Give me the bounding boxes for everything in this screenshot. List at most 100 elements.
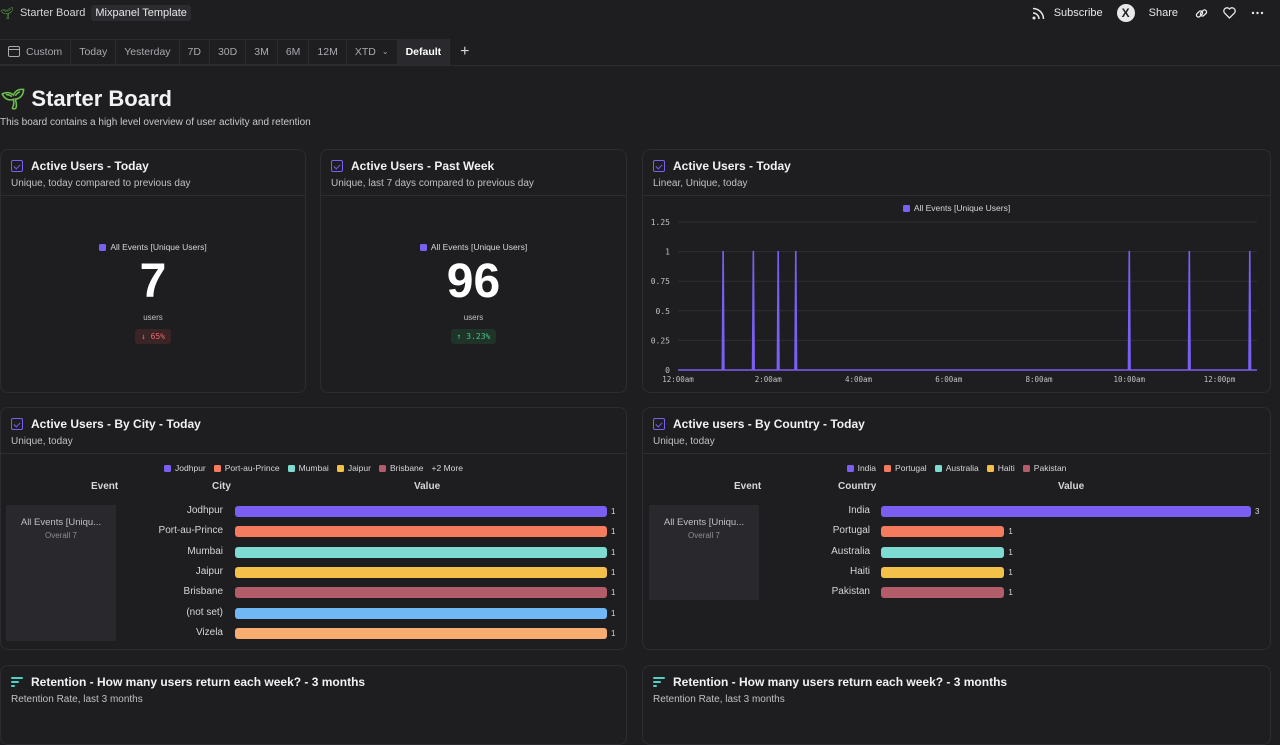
legend-item[interactable]: Port-au-Prince	[213, 463, 280, 473]
avatar[interactable]: X	[1116, 4, 1135, 22]
share-button[interactable]: Share	[1145, 7, 1182, 19]
bar[interactable]	[881, 566, 1005, 578]
template-tag: Mixpanel Template	[91, 5, 191, 21]
column-header-country: Country	[838, 481, 877, 492]
share-label: Share	[1148, 7, 1178, 19]
y-tick-label: 0.75	[651, 277, 670, 286]
legend-swatch	[99, 244, 107, 252]
range-today[interactable]: Today	[71, 38, 117, 65]
legend-item[interactable]: Mumbai	[287, 463, 329, 473]
legend-swatch	[213, 465, 221, 473]
range-yesterday[interactable]: Yesterday	[116, 38, 180, 65]
subscribe-button[interactable]: Subscribe	[1026, 4, 1107, 22]
metric-legend: All Events [Unique Users]	[1, 242, 305, 252]
bar[interactable]	[235, 506, 607, 517]
bar[interactable]	[881, 506, 1251, 517]
bar[interactable]	[235, 566, 607, 578]
row-label: Mumbai	[187, 545, 223, 557]
bar[interactable]	[235, 627, 607, 639]
range-default[interactable]: Default	[397, 38, 451, 65]
legend-item[interactable]: Jaipur	[336, 463, 371, 473]
x-tick-label: 8:00am	[1025, 375, 1053, 384]
legend-item[interactable]: Portugal	[884, 463, 927, 473]
bar[interactable]	[881, 526, 1005, 538]
add-filter-icon[interactable]: +	[460, 42, 470, 60]
card-title[interactable]: Active Users - Today	[31, 159, 149, 173]
chart-legend: India Portugal Australia Haiti Pakistan	[643, 463, 1270, 473]
legend-item[interactable]: Pakistan	[1022, 463, 1066, 473]
bar[interactable]	[881, 546, 1005, 558]
card-subtitle: Retention Rate, last 3 months	[653, 694, 785, 705]
event-cell[interactable]: All Events [Uniqu... Overall 7	[6, 505, 116, 641]
range-3m[interactable]: 3M	[246, 38, 278, 65]
board-description: This board contains a high level overvie…	[0, 117, 311, 128]
link-icon[interactable]	[1192, 4, 1210, 22]
metric-block: All Events [Unique Users] 96 users ↑ 3.2…	[321, 242, 626, 344]
metric-value: 96	[446, 255, 501, 308]
legend-swatch	[419, 244, 427, 252]
card-title[interactable]: Retention - How many users return each w…	[673, 675, 1008, 689]
event-name: All Events [Uniqu...	[20, 517, 102, 528]
legend-item[interactable]: India	[846, 463, 876, 473]
card-active-users-by-country[interactable]: Active users - By Country - Today Unique…	[642, 407, 1271, 650]
row-label: (not set)	[186, 606, 223, 618]
legend-item[interactable]: Haiti	[986, 463, 1015, 473]
bar[interactable]	[235, 587, 607, 599]
bar-value: 1	[611, 608, 616, 618]
legend-item[interactable]: Brisbane	[378, 463, 424, 473]
bar-value: 3	[1255, 507, 1260, 516]
event-cell[interactable]: All Events [Uniqu... Overall 7	[649, 505, 759, 600]
card-title[interactable]: Retention - How many users return each w…	[31, 675, 366, 689]
row-label: Port-au-Prince	[158, 525, 223, 537]
card-retention-left[interactable]: Retention - How many users return each w…	[0, 665, 627, 745]
row-label: Portugal	[832, 525, 870, 537]
card-active-users-past-week[interactable]: Active Users - Past Week Unique, last 7 …	[320, 149, 627, 393]
card-title[interactable]: Active Users - Today	[673, 159, 791, 173]
bar-value: 1	[611, 628, 616, 638]
bar-value: 1	[1008, 527, 1013, 537]
calendar-icon	[8, 46, 20, 57]
x-tick-label: 2:00am	[755, 375, 783, 384]
range-custom[interactable]: Custom	[0, 38, 72, 65]
legend-swatch	[986, 465, 994, 473]
x-tick-label: 12:00am	[662, 375, 694, 384]
row-label: Vizela	[195, 626, 223, 638]
event-name: All Events [Uniqu...	[663, 517, 745, 528]
bar[interactable]	[235, 526, 607, 538]
metric-value: 7	[139, 255, 167, 308]
column-header-event: Event	[91, 481, 119, 492]
card-active-users-today-line[interactable]: Active Users - Today Linear, Unique, tod…	[642, 149, 1271, 393]
x-tick-label: 4:00am	[845, 375, 873, 384]
event-overall: Overall 7	[44, 531, 77, 540]
range-6m[interactable]: 6M	[278, 38, 310, 65]
change-badge: ↓ 65%	[134, 329, 172, 344]
card-active-users-by-city[interactable]: Active Users - By City - Today Unique, t…	[0, 407, 627, 650]
bar[interactable]	[235, 546, 607, 558]
page-title: 🌱︎ Starter Board	[0, 86, 172, 111]
range-7d[interactable]: 7D	[180, 38, 210, 65]
bar[interactable]	[881, 587, 1005, 599]
card-title[interactable]: Active users - By Country - Today	[673, 417, 865, 431]
board-name[interactable]: Starter Board	[19, 7, 86, 19]
row-label: Haiti	[849, 565, 870, 577]
sprout-icon: 🌱︎	[0, 7, 14, 20]
card-active-users-today[interactable]: Active Users - Today Unique, today compa…	[0, 149, 306, 393]
heart-icon[interactable]	[1220, 4, 1238, 22]
data-point	[777, 250, 779, 253]
legend-more[interactable]: +2 More	[431, 463, 463, 473]
card-title[interactable]: Active Users - Past Week	[351, 159, 495, 173]
card-retention-right[interactable]: Retention - How many users return each w…	[642, 665, 1271, 745]
range-12m[interactable]: 12M	[309, 38, 347, 65]
card-title[interactable]: Active Users - By City - Today	[31, 417, 201, 431]
legend-item[interactable]: Australia	[934, 463, 979, 473]
bar-value: 1	[611, 507, 616, 516]
bar[interactable]	[235, 607, 607, 619]
card-subtitle: Linear, Unique, today	[653, 178, 748, 189]
legend-item[interactable]: Jodhpur	[164, 463, 206, 473]
insights-icon	[653, 160, 665, 172]
more-icon[interactable]	[1248, 4, 1266, 22]
range-xtd[interactable]: XTD ⌄	[347, 38, 398, 65]
range-30d[interactable]: 30D	[210, 38, 247, 65]
row-label: Australia	[831, 545, 870, 557]
row-label: Brisbane	[183, 586, 223, 598]
